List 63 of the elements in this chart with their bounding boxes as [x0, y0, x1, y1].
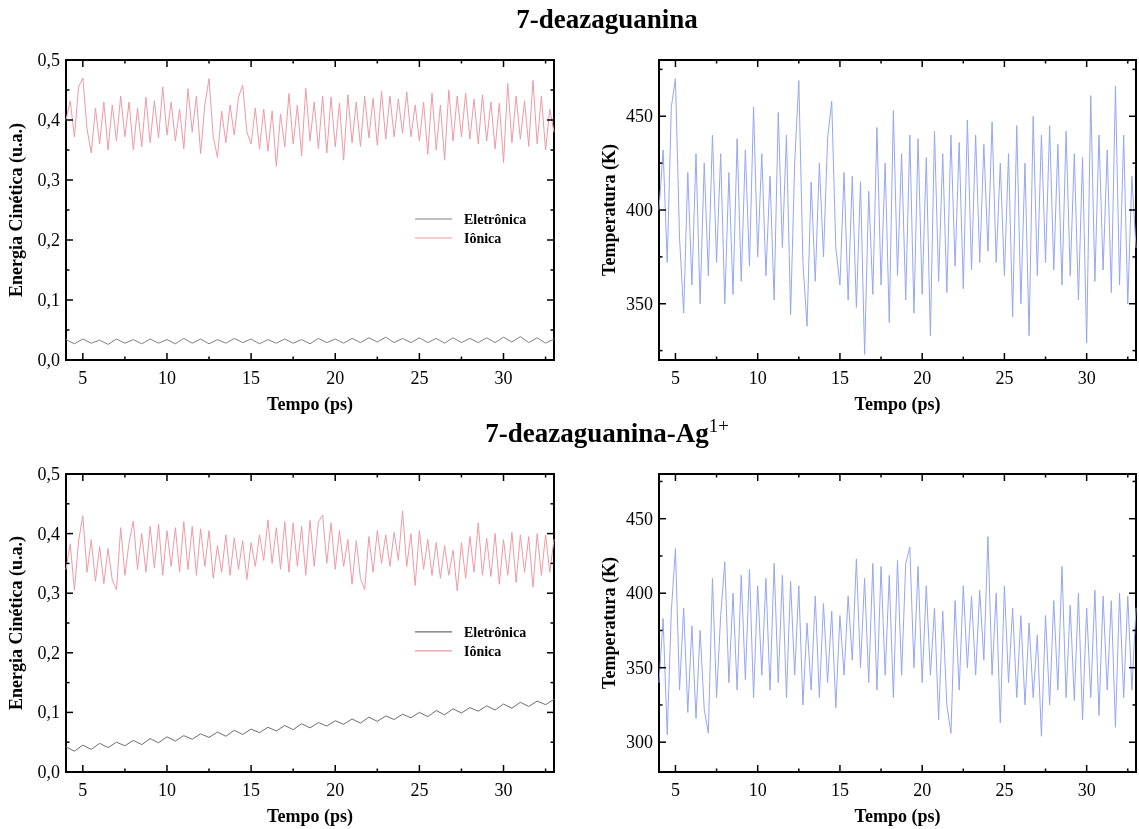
x-tick-label: 30	[1077, 368, 1096, 388]
x-tick-label: 5	[78, 368, 88, 388]
line-series	[65, 510, 555, 592]
y-tick-label: 450	[626, 106, 653, 127]
x-tick-label: 20	[326, 368, 345, 388]
x-tick-label: 30	[1077, 780, 1096, 800]
line-series	[65, 336, 555, 345]
x-axis-title: Tempo (ps)	[854, 394, 941, 415]
y-tick-label: 300	[626, 732, 653, 753]
line-series	[658, 536, 1137, 737]
line-series	[65, 698, 555, 752]
y-tick-label: 0,4	[37, 110, 60, 130]
x-tick-label: 10	[748, 780, 767, 800]
legend-label: Iônica	[464, 643, 502, 659]
x-tick-label: 30	[494, 780, 513, 800]
x-tick-label: 15	[242, 368, 261, 388]
y-tick-label: 0,5	[37, 464, 60, 484]
x-tick-label: 25	[995, 368, 1014, 388]
y-axis-title: Energia Cinética (u.a.)	[6, 536, 27, 710]
legend-label: Iônica	[464, 231, 502, 246]
y-tick-label: 0,3	[37, 170, 60, 190]
x-tick-label: 5	[670, 368, 680, 388]
y-tick-label: 400	[626, 583, 653, 604]
y-tick-label: 0,4	[37, 523, 60, 544]
y-tick-label: 0,0	[37, 350, 60, 370]
y-tick-label: 0,1	[37, 702, 60, 723]
x-tick-label: 15	[242, 780, 261, 800]
legend-label: Eletrônica	[464, 624, 527, 640]
y-tick-label: 0,2	[37, 642, 60, 663]
y-tick-label: 0,0	[37, 762, 60, 782]
x-tick-label: 10	[157, 780, 176, 800]
y-tick-label: 450	[626, 508, 653, 529]
legend-label: Eletrônica	[464, 212, 527, 227]
x-tick-label: 30	[494, 368, 513, 388]
y-tick-label: 0,3	[37, 583, 60, 604]
y-axis-title: Temperatura (K)	[599, 557, 620, 689]
y-tick-label: 350	[626, 657, 653, 678]
x-tick-label: 20	[326, 780, 345, 800]
x-tick-label: 10	[748, 368, 767, 388]
x-tick-label: 20	[913, 368, 932, 388]
x-tick-label: 20	[913, 780, 932, 800]
y-tick-label: 0,1	[37, 290, 60, 310]
y-tick-label: 400	[626, 200, 653, 220]
x-tick-label: 5	[670, 780, 680, 800]
x-tick-label: 25	[410, 368, 429, 388]
x-tick-label: 15	[830, 780, 849, 800]
x-axis-title: Tempo (ps)	[267, 806, 353, 827]
y-tick-label: 0,2	[37, 230, 60, 250]
x-axis-title: Tempo (ps)	[854, 806, 941, 827]
y-axis-title: Temperatura (K)	[599, 144, 620, 276]
x-tick-label: 25	[410, 780, 429, 800]
y-tick-label: 350	[626, 293, 653, 314]
y-axis-title: Energia Cinética (u.a.)	[6, 123, 27, 297]
chart-title: 7-deazaguanina	[516, 4, 699, 34]
x-tick-label: 25	[995, 780, 1014, 800]
x-axis-title: Tempo (ps)	[267, 394, 353, 415]
line-series	[658, 78, 1137, 355]
line-series	[65, 77, 555, 167]
x-tick-label: 15	[830, 368, 849, 388]
chart-title: 7-deazaguanina-Ag$^{1+}$	[485, 414, 729, 448]
y-tick-label: 0,5	[37, 50, 60, 70]
x-tick-label: 5	[78, 780, 88, 800]
x-tick-label: 10	[157, 368, 176, 388]
